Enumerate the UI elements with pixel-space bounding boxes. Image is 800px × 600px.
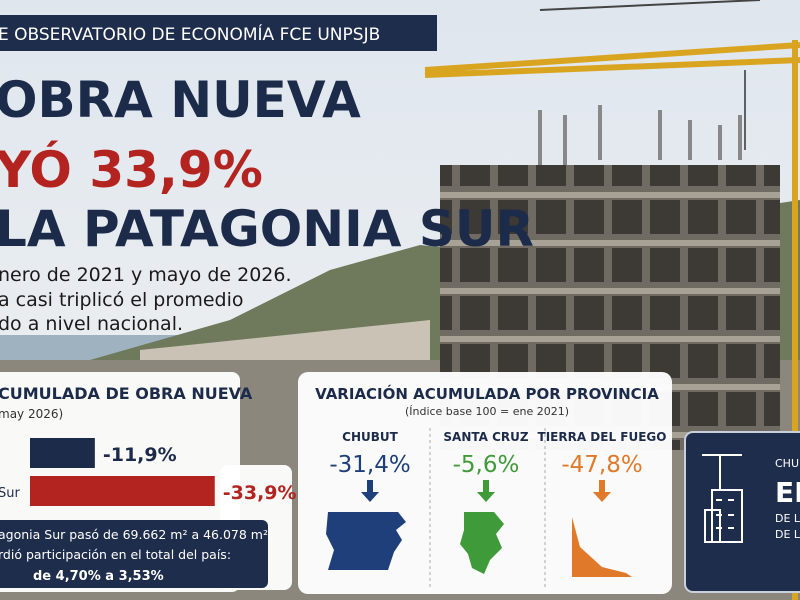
banner-bg (0, 15, 437, 51)
side-text: CHUBU (775, 457, 800, 470)
value-label: -33,9% (223, 482, 297, 504)
province-value: -5,6% (453, 452, 520, 478)
headline: LA PATAGONIA SUR (0, 200, 534, 258)
panel-subtitle: (Índice base 100 = ene 2021) (405, 405, 569, 418)
province-value: -47,8% (561, 452, 642, 478)
lead: a casi triplicó el promedio (0, 289, 244, 311)
bar-chart: -11,9% -33,9% Sur (0, 438, 297, 506)
chart-title: CUMULADA DE OBRA NUEVA (0, 384, 253, 403)
side-text: DE LA (775, 528, 800, 541)
lead: do a nivel nacional. (0, 313, 183, 335)
bar (30, 438, 95, 468)
banner: E OBSERVATORIO DE ECONOMÍA FCE UNPSJB (0, 23, 380, 45)
province-value: -31,4% (329, 452, 410, 478)
crane-icon (702, 454, 743, 543)
province-name: TIERRA DEL FUEGO (538, 430, 667, 444)
province-name: SANTA CRUZ (443, 430, 528, 444)
arrow (361, 480, 379, 502)
headline: OBRA NUEVA (0, 71, 361, 129)
bar (30, 476, 215, 506)
category-label: Sur (0, 486, 20, 501)
side-text: EL (775, 476, 800, 509)
note-box (0, 520, 268, 588)
rebar (538, 105, 742, 165)
chart-subtitle: may 2026) (0, 407, 63, 421)
arrow (477, 480, 495, 502)
town (140, 320, 430, 372)
note: agonia Sur pasó de 69.662 m² a 46.078 m² (0, 527, 268, 542)
side-text: DE LA (775, 512, 800, 525)
value-label: -11,9% (103, 444, 177, 466)
province-name: CHUBUT (342, 430, 398, 444)
province-list: CHUBUT -31,4% SANTA CRUZ -5,6% TIERRA DEL FU… (326, 430, 666, 577)
headline: YÓ 33,9% (0, 140, 263, 199)
note: de 4,70% a 3,53% (33, 569, 164, 584)
province-map (572, 517, 632, 577)
province-map (326, 512, 406, 570)
note: rdió participación en el total del país: (0, 547, 231, 562)
lead: nero de 2021 y mayo de 2026. (0, 264, 292, 286)
crane-cable (539, 0, 761, 11)
arrow (593, 480, 611, 502)
panel-title: VARIACIÓN ACUMULADA POR PROVINCIA (315, 384, 659, 403)
province-map (460, 512, 504, 574)
